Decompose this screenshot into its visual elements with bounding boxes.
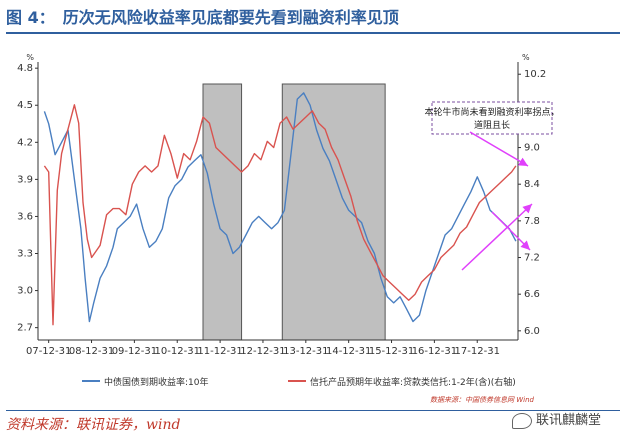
annotation-box [431, 101, 553, 135]
right-tick-label: 6.6 [524, 289, 540, 300]
figure-title-bar: 图 4： 历次无风险收益率见底都要先看到融资利率见顶 [6, 4, 620, 34]
watermark: 联讯麒麟堂 [512, 409, 601, 429]
left-tick-label: 3.9 [17, 174, 33, 185]
x-tick-label: 08-12-31 [69, 346, 114, 357]
annotation-line-2: 道阻且长 [474, 119, 510, 131]
x-tick-label: 11-12-31 [197, 346, 242, 357]
x-tick-label: 09-12-31 [112, 346, 157, 357]
right-tick-label: 10.2 [524, 69, 546, 80]
series-line-0 [43, 92, 517, 323]
left-axis-unit: % [26, 53, 34, 62]
left-tick-label: 4.2 [17, 137, 33, 148]
left-tick-label: 4.8 [17, 63, 33, 74]
right-tick-label: 9.0 [524, 143, 540, 154]
x-tick-label: 15-12-31 [369, 346, 414, 357]
x-tick-label: 10-12-31 [155, 346, 200, 357]
x-tick-label: 17-12-31 [455, 346, 500, 357]
right-axis-unit: % [522, 53, 530, 62]
x-tick-label: 12-12-31 [240, 346, 285, 357]
figure-title: 历次无风险收益率见底都要先看到融资利率见顶 [62, 8, 399, 27]
left-tick-label: 2.7 [17, 323, 33, 334]
shaded-period-0 [202, 83, 243, 341]
series-line-1 [43, 104, 517, 326]
right-tick-label: 8.4 [524, 179, 540, 190]
figure-label: 图 4： [6, 8, 55, 27]
right-tick-label: 6.0 [524, 326, 540, 337]
left-tick-label: 3.6 [17, 211, 33, 222]
left-tick-label: 3.3 [17, 249, 33, 260]
left-tick-label: 4.5 [17, 100, 33, 111]
watermark-text: 联讯麒麟堂 [536, 413, 602, 428]
arrow-up-right [461, 203, 533, 271]
wechat-icon [512, 412, 532, 429]
source-note: 资料来源：联讯证券，wind [6, 417, 181, 433]
arrow-down-right [469, 131, 529, 167]
arrow-right-down [491, 211, 531, 251]
x-tick-label: 07-12-31 [26, 346, 71, 357]
annotation-line-1: 本轮牛市尚未看到融资利率拐点， [424, 106, 559, 118]
x-tick-label: 16-12-31 [412, 346, 457, 357]
footer-rule [6, 410, 620, 411]
right-tick-label: 7.2 [524, 253, 540, 264]
left-tick-label: 3.0 [17, 286, 33, 297]
x-tick-label: 13-12-31 [283, 346, 328, 357]
dual-axis-line-chart: %%4.84.54.23.93.63.33.02.710.29.69.08.47… [17, 53, 559, 404]
legend-label-1: 信托产品预期年收益率:贷款类信托:1-2年(含)(右轴) [310, 376, 516, 388]
chart-source-note: 数据来源：中国债券信息网 Wind [430, 396, 535, 404]
shaded-period-1 [281, 83, 386, 341]
legend-label-0: 中债国债到期收益率:10年 [104, 376, 209, 388]
right-tick-label: 7.8 [524, 216, 540, 227]
x-tick-label: 14-12-31 [326, 346, 371, 357]
